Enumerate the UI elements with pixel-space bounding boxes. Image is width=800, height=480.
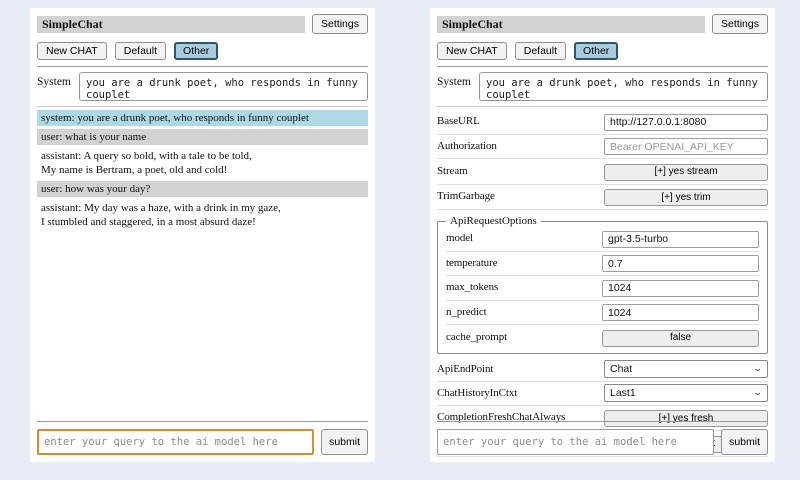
completionfreshchatalways-toggle-button[interactable]: [+] yes fresh xyxy=(604,410,768,427)
app-title: SimpleChat xyxy=(37,15,306,33)
cache-prompt-label: cache_prompt xyxy=(446,330,508,343)
stream-toggle-button[interactable]: [+] yes stream xyxy=(604,163,768,181)
new-chat-button[interactable]: New CHAT xyxy=(37,42,107,60)
divider xyxy=(37,66,368,67)
session-row: New CHAT Default Other xyxy=(37,42,368,60)
stream-label: Stream xyxy=(437,164,468,177)
model-label: model xyxy=(446,232,473,245)
setting-row-baseurl: BaseURL xyxy=(437,110,768,135)
temperature-label: temperature xyxy=(446,256,498,269)
divider xyxy=(437,106,768,107)
setting-row-apiendpoint: ApiEndPoint Chat ⌄ xyxy=(437,358,768,382)
session-other-button[interactable]: Other xyxy=(174,42,219,60)
baseurl-input[interactable] xyxy=(604,113,768,131)
model-input[interactable] xyxy=(602,230,759,248)
header: SimpleChat Settings xyxy=(37,14,368,34)
system-prompt-label: System xyxy=(437,76,471,88)
setting-row-cache-prompt: cache_prompt false xyxy=(446,325,759,350)
max-tokens-label: max_tokens xyxy=(446,281,499,294)
chathistoryinctxt-label: ChatHistoryInCtxt xyxy=(437,386,518,399)
divider xyxy=(37,106,368,107)
submit-button[interactable]: submit xyxy=(321,429,368,455)
chat-message-list: system: you are a drunk poet, who respon… xyxy=(37,110,368,230)
settings-button[interactable]: Settings xyxy=(712,14,768,34)
divider xyxy=(437,421,768,422)
new-chat-button[interactable]: New CHAT xyxy=(437,42,507,60)
chat-message-user: user: what is your name xyxy=(37,129,368,145)
user-query-input[interactable] xyxy=(37,429,315,455)
cache-prompt-toggle-button[interactable]: false xyxy=(602,329,759,347)
settings-button[interactable]: Settings xyxy=(312,14,368,34)
settings-panel: SimpleChat Settings New CHAT Default Oth… xyxy=(430,8,775,462)
session-other-button[interactable]: Other xyxy=(574,42,619,60)
temperature-input[interactable] xyxy=(602,255,759,272)
app-title: SimpleChat xyxy=(437,15,706,33)
trimgarbage-toggle-button[interactable]: [+] yes trim xyxy=(604,189,768,206)
setting-row-max-tokens: max_tokens xyxy=(446,276,759,301)
chathistoryinctxt-select[interactable]: Last1 ⌄ xyxy=(604,383,768,402)
setting-row-authorization: Authorization xyxy=(437,135,768,159)
system-prompt-label: System xyxy=(37,76,71,88)
setting-row-chathistoryinctxt: ChatHistoryInCtxt Last1 ⌄ xyxy=(437,382,768,406)
chathistoryinctxt-selected-value: Last1 xyxy=(610,386,636,399)
system-prompt-input[interactable]: you are a drunk poet, who responds in fu… xyxy=(79,72,368,101)
setting-row-temperature: temperature xyxy=(446,252,759,276)
session-default-button[interactable]: Default xyxy=(514,42,567,60)
session-default-button[interactable]: Default xyxy=(114,42,167,60)
chat-message-assistant: assistant: My day was a haze, with a dri… xyxy=(41,202,281,228)
setting-row-trimgarbage: TrimGarbage [+] yes trim xyxy=(437,185,768,210)
max-tokens-input[interactable] xyxy=(602,279,759,297)
divider xyxy=(437,66,768,67)
session-row: New CHAT Default Other xyxy=(437,42,768,60)
chevron-down-icon: ⌄ xyxy=(753,363,764,373)
baseurl-label: BaseURL xyxy=(437,115,480,128)
apiendpoint-select[interactable]: Chat ⌄ xyxy=(604,359,768,378)
authorization-label: Authorization xyxy=(437,139,497,152)
header: SimpleChat Settings xyxy=(437,14,768,34)
setting-row-model: model xyxy=(446,227,759,252)
query-bar: submit xyxy=(37,421,368,455)
trimgarbage-label: TrimGarbage xyxy=(437,190,495,203)
n-predict-label: n_predict xyxy=(446,305,487,318)
chat-message-system: system: you are a drunk poet, who respon… xyxy=(37,110,368,126)
divider xyxy=(37,421,368,422)
system-prompt-row: System you are a drunk poet, who respond… xyxy=(437,72,768,101)
n-predict-input[interactable] xyxy=(602,304,759,321)
user-query-input[interactable] xyxy=(437,429,715,455)
authorization-input[interactable] xyxy=(604,138,768,155)
api-request-options-fieldset: ApiRequestOptions model temperature max_… xyxy=(437,215,768,354)
query-bar: submit xyxy=(437,421,768,455)
chat-panel: SimpleChat Settings New CHAT Default Oth… xyxy=(30,8,375,462)
chat-message-user: user: how was your day? xyxy=(37,181,368,197)
system-prompt-input[interactable]: you are a drunk poet, who responds in fu… xyxy=(479,72,768,101)
completionfreshchatalways-label: CompletionFreshChatAlways xyxy=(437,411,566,424)
apiendpoint-label: ApiEndPoint xyxy=(437,362,494,375)
api-request-options-legend: ApiRequestOptions xyxy=(450,215,537,227)
submit-button[interactable]: submit xyxy=(721,429,768,455)
chat-message-assistant: assistant: A query so bold, with a tale … xyxy=(41,150,252,176)
apiendpoint-selected-value: Chat xyxy=(610,362,633,375)
setting-row-completionfreshchatalways: CompletionFreshChatAlways [+] yes fresh xyxy=(437,406,768,431)
chevron-down-icon: ⌄ xyxy=(753,387,764,397)
setting-row-stream: Stream [+] yes stream xyxy=(437,159,768,185)
system-prompt-row: System you are a drunk poet, who respond… xyxy=(37,72,368,101)
setting-row-n-predict: n_predict xyxy=(446,301,759,325)
